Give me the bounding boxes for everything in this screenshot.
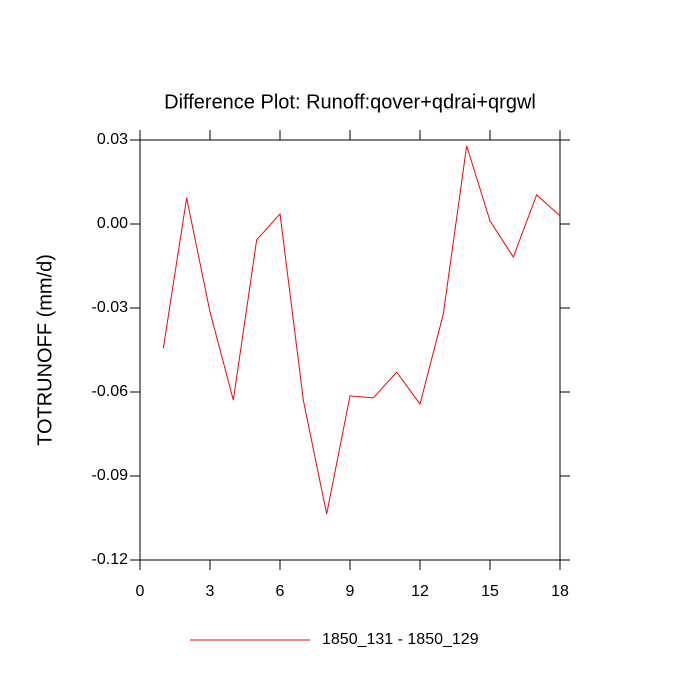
- y-tick-label: -0.03: [92, 299, 129, 316]
- y-tick-label: -0.12: [92, 551, 129, 568]
- x-tick-label: 15: [481, 583, 499, 600]
- x-tick-label: 18: [551, 583, 569, 600]
- x-tick-label: 0: [136, 583, 145, 600]
- data-line: [162, 145, 561, 515]
- x-tick-label: 6: [276, 583, 285, 600]
- y-tick-label: 0.03: [97, 131, 128, 148]
- chart-title: Difference Plot: Runoff:qover+qdrai+qrgw…: [164, 91, 536, 113]
- x-tick-label: 9: [346, 583, 355, 600]
- y-tick-label: -0.09: [92, 467, 129, 484]
- legend-label: 1850_131 - 1850_129: [322, 631, 479, 648]
- y-tick-label: -0.06: [92, 383, 129, 400]
- y-tick-label: 0.00: [97, 215, 128, 232]
- x-tick-label: 12: [411, 583, 429, 600]
- x-tick-label: 3: [206, 583, 215, 600]
- y-axis-label: TOTRUNOFF (mm/d): [34, 254, 56, 446]
- plot-frame: [139, 139, 561, 561]
